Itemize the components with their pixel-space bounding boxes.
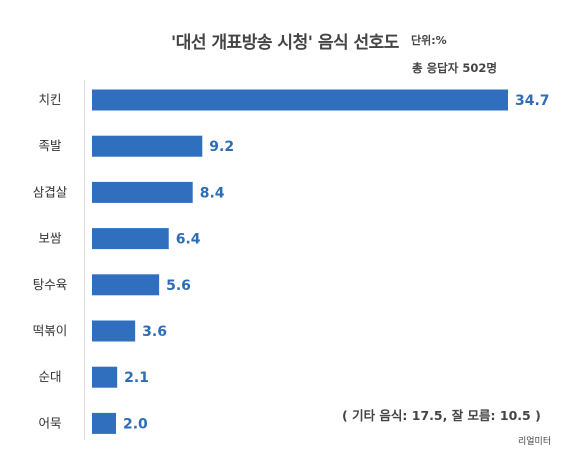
- value-label: 34.7: [515, 93, 550, 109]
- bar: [92, 135, 203, 157]
- value-label: 8.4: [200, 185, 225, 201]
- category-label: 삼겹살: [33, 184, 68, 199]
- unit-label: 단위:%: [411, 34, 447, 47]
- respondent-count: 총 응답자 502명: [412, 61, 497, 75]
- other-responses-note: ( 기타 음식: 17.5, 잘 모름: 10.5 ): [342, 408, 541, 423]
- value-label: 2.0: [123, 416, 148, 432]
- source-label: 리얼미터: [518, 437, 552, 447]
- value-label: 2.1: [124, 370, 149, 386]
- chart-title: '대선 개표방송 시청' 음식 선호도: [171, 33, 399, 53]
- category-axis-line: [84, 80, 85, 440]
- category-label: 족발: [38, 138, 62, 153]
- bar: [92, 89, 508, 111]
- category-label: 탕수육: [33, 277, 68, 292]
- value-label: 9.2: [209, 139, 234, 155]
- category-label: 치킨: [38, 92, 61, 107]
- value-label: 5.6: [166, 278, 191, 294]
- value-label: 6.4: [176, 232, 201, 248]
- category-label: 어묵: [38, 415, 61, 430]
- bar: [92, 320, 136, 342]
- category-label: 떡볶이: [33, 323, 68, 338]
- bar: [92, 181, 193, 203]
- category-label: 보쌈: [38, 231, 62, 246]
- bar: [92, 228, 169, 250]
- bar: [92, 366, 118, 388]
- bar: [92, 412, 116, 434]
- bar: [92, 274, 160, 296]
- value-label: 3.6: [142, 324, 167, 340]
- category-label: 순대: [38, 369, 61, 384]
